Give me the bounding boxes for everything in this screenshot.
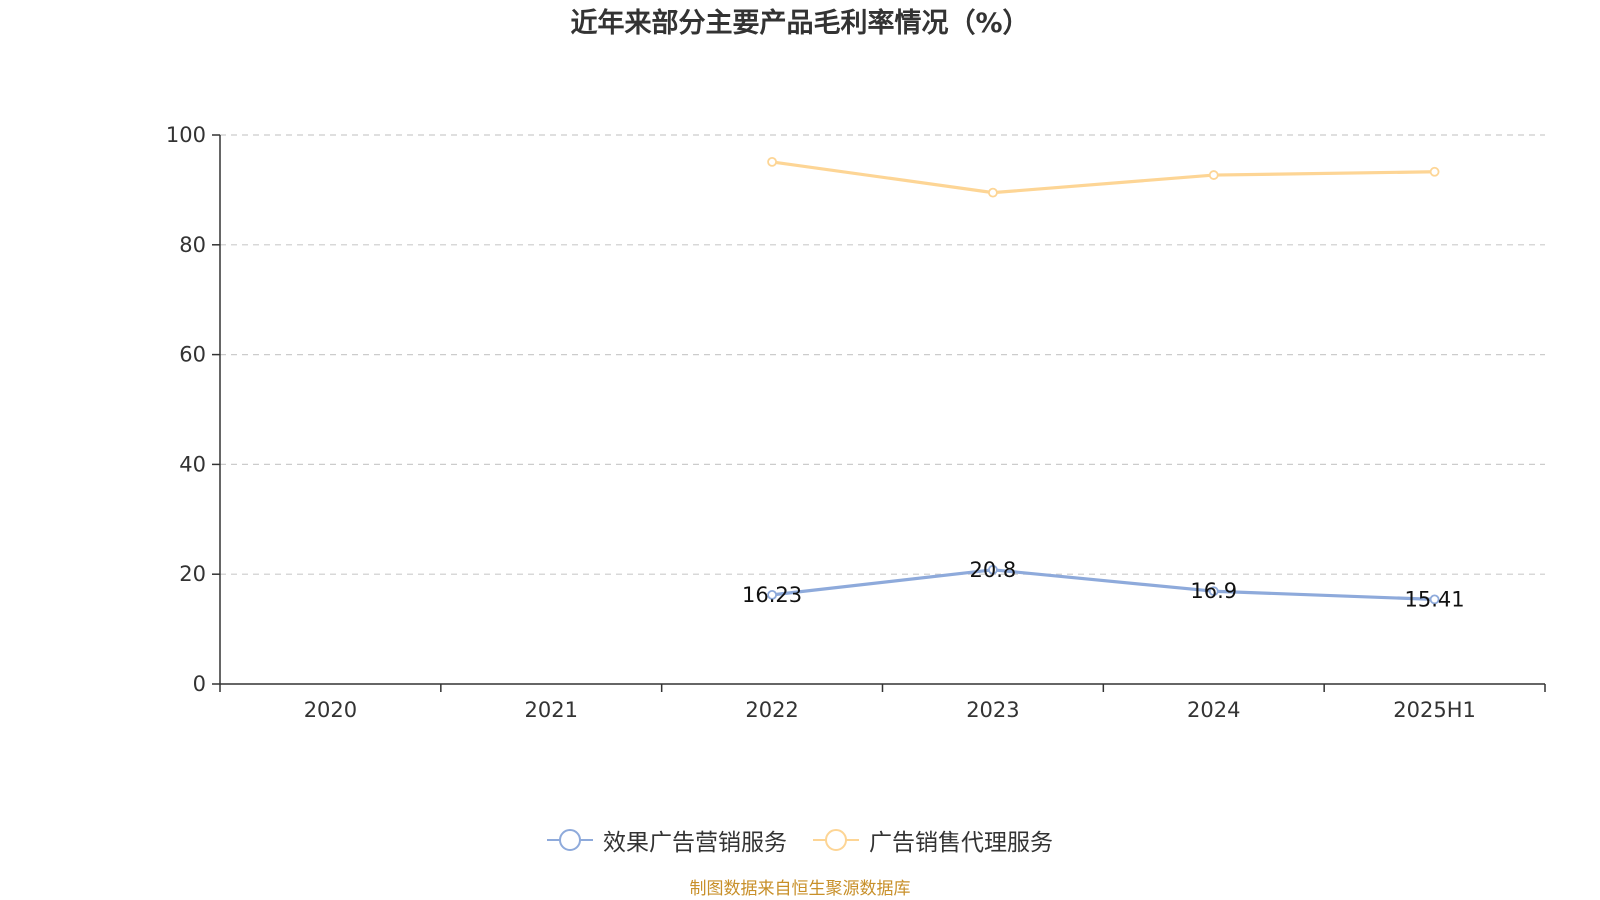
chart-title: 近年来部分主要产品毛利率情况（%） bbox=[570, 8, 1030, 39]
legend-label: 效果广告营销服务 bbox=[603, 830, 787, 856]
data-point bbox=[1208, 170, 1219, 180]
data-label: 15.41 bbox=[1405, 587, 1465, 611]
y-tick-label: 80 bbox=[179, 233, 206, 257]
legend-swatch-icon bbox=[547, 829, 593, 851]
data-label: 16.23 bbox=[742, 583, 802, 607]
legend-swatch-icon bbox=[813, 829, 859, 851]
data-label: 16.9 bbox=[1190, 579, 1237, 603]
legend-label: 广告销售代理服务 bbox=[869, 830, 1053, 856]
source-note: 制图数据来自恒生聚源数据库 bbox=[689, 879, 911, 899]
y-tick-label: 100 bbox=[166, 123, 206, 147]
data-labels: 16.23 20.8 16.9 15.41 bbox=[742, 558, 1465, 612]
y-tick-label: 40 bbox=[179, 452, 206, 476]
x-tick-label: 2024 bbox=[1187, 698, 1240, 722]
series-line bbox=[770, 160, 1437, 195]
axes: 0 20 40 60 80 100 2020 2021 2022 2023 2024 2025H1 bbox=[166, 123, 1546, 722]
data-point bbox=[988, 187, 998, 198]
y-tick-label: 20 bbox=[179, 562, 206, 586]
x-tick-label: 2022 bbox=[745, 698, 798, 722]
grid-lines bbox=[220, 134, 1545, 575]
data-point bbox=[1208, 586, 1219, 597]
y-tick-label: 0 bbox=[193, 672, 206, 696]
series-lines bbox=[767, 157, 1440, 605]
data-point bbox=[1429, 166, 1440, 177]
data-point bbox=[988, 564, 998, 575]
legend-item[interactable]: 效果广告营销服务 bbox=[547, 823, 787, 857]
x-tick-label: 2025H1 bbox=[1393, 698, 1476, 722]
series-line bbox=[770, 568, 1437, 601]
legend: 效果广告营销服务 广告销售代理服务 bbox=[0, 823, 1600, 857]
data-label: 20.8 bbox=[970, 558, 1017, 582]
legend-item[interactable]: 广告销售代理服务 bbox=[813, 823, 1053, 857]
data-point bbox=[767, 157, 777, 167]
x-tick-label: 2020 bbox=[304, 698, 357, 722]
y-tick-label: 60 bbox=[179, 343, 206, 367]
data-point bbox=[1429, 594, 1440, 605]
x-tick-label: 2021 bbox=[525, 698, 578, 722]
x-tick-label: 2023 bbox=[966, 698, 1019, 722]
data-point bbox=[767, 589, 777, 600]
